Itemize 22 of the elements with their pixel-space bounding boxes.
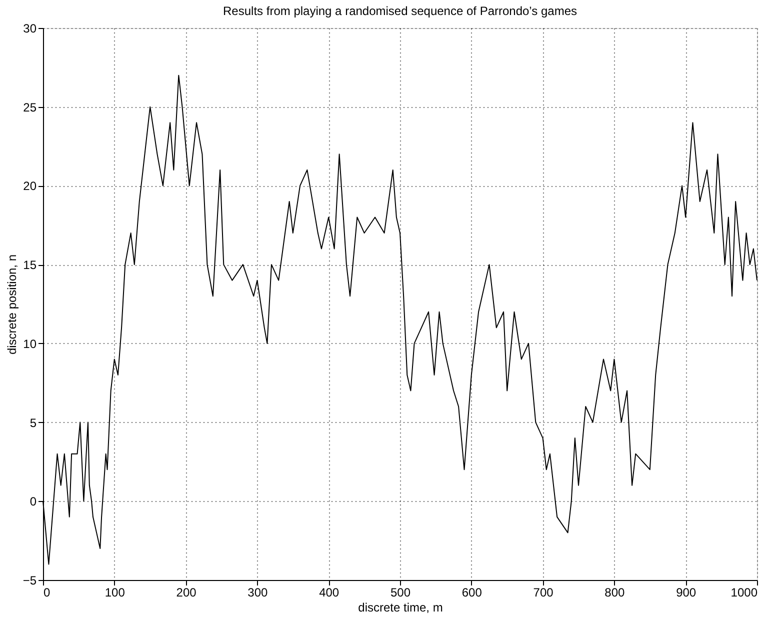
y-tick-label: 5	[30, 416, 37, 430]
x-tick-label: 600	[462, 586, 482, 600]
x-tick-label: 700	[533, 586, 554, 600]
x-tick-label: 200	[176, 586, 197, 600]
x-tick-label: 100	[104, 586, 126, 600]
y-tick-label: 30	[23, 22, 37, 36]
y-axis-title: discrete position, n	[4, 254, 19, 355]
x-tick-label: 500	[390, 586, 411, 600]
x-tick-label: 400	[319, 586, 340, 600]
y-tick-label: 20	[23, 179, 37, 194]
x-tick-label: 1000	[730, 586, 758, 600]
x-tick-label: 800	[604, 586, 626, 600]
x-tick-label: 0	[44, 586, 50, 600]
y-tick-label: 15	[23, 258, 37, 272]
y-tick-label: 25	[23, 100, 37, 114]
x-axis-title: discrete time, m	[358, 600, 443, 614]
x-tick-label: 300	[248, 586, 268, 600]
y-tick-label: 10	[23, 336, 37, 351]
x-tick-label: 900	[676, 586, 696, 600]
y-tick-label: 0	[30, 494, 37, 509]
y-tick-label: −5	[22, 574, 37, 588]
chart-title: Results from playing a randomised sequence of Parrondo’s games	[223, 4, 577, 18]
